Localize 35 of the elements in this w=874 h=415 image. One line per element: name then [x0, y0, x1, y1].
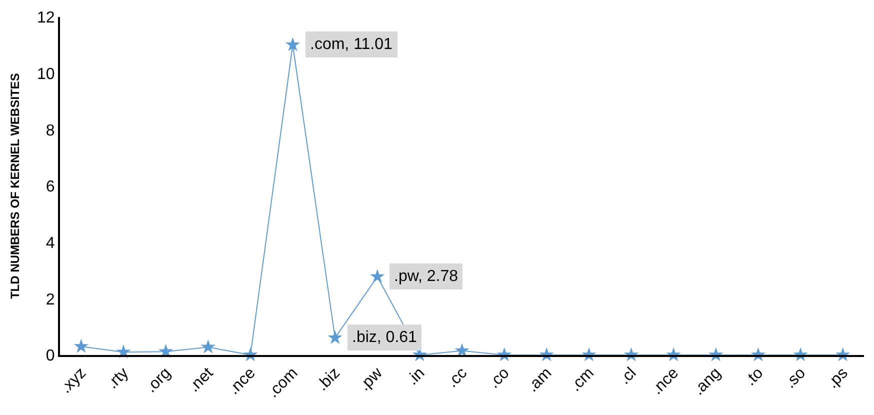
x-tick-label: .am — [524, 364, 556, 396]
point — [370, 269, 385, 283]
point — [328, 330, 342, 344]
y-tick-label: 12 — [37, 10, 55, 27]
y-tick-label: 6 — [46, 178, 55, 196]
y-tick-label: 8 — [46, 122, 55, 140]
data-label: .pw, 2.78 — [394, 268, 458, 285]
y-axis-title: TLD NUMBERS OF KERNEL WEBSITES — [8, 73, 22, 299]
point — [200, 339, 216, 354]
x-tick-label: .to — [742, 364, 767, 390]
point — [158, 344, 174, 358]
point — [74, 338, 88, 353]
x-tick-label: .ps — [824, 364, 852, 392]
x-tick-label: .pw — [356, 364, 386, 394]
x-tick-label: .nce — [648, 364, 682, 398]
x-tick-label: .ang — [690, 364, 724, 399]
x-tick-label: .co — [486, 364, 513, 392]
x-tick-label: .cm — [567, 364, 598, 395]
point — [285, 37, 300, 52]
data-label: .biz, 0.61 — [352, 329, 418, 346]
x-tick-label: .org — [142, 364, 174, 396]
x-tick-label: .cl — [616, 364, 640, 388]
y-tick-label: 10 — [37, 66, 55, 83]
x-tick-label: .biz — [314, 364, 344, 394]
x-tick-label: .in — [404, 364, 428, 389]
x-tick-label: .cc — [444, 364, 470, 392]
y-tick-label: 4 — [46, 234, 55, 252]
y-tick-label: 2 — [46, 291, 55, 308]
x-tick-label: .nce — [225, 364, 259, 398]
x-tick-label: .xyz — [58, 364, 90, 397]
x-tick-label: .net — [186, 364, 217, 396]
x-tick-label: .rty — [104, 364, 132, 392]
y-tick-label: 0 — [46, 348, 55, 365]
data-label: .com, 11.01 — [310, 36, 393, 53]
x-tick-label: .so — [782, 364, 810, 392]
